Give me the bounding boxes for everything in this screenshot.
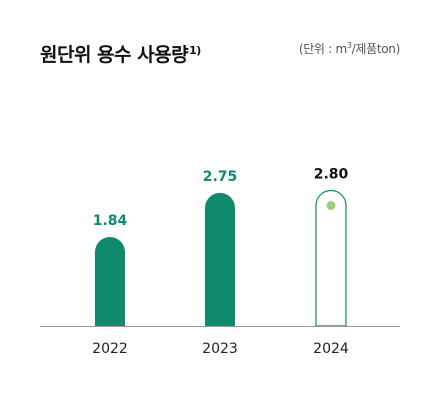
unit-note-suffix: /제품ton) [351,42,401,56]
unit-note: (단위 : m3/제품ton) [299,40,400,57]
value-label-2022: 1.84 [93,213,128,229]
unit-note-superscript: 3 [346,41,352,50]
chart-title-footnote: 1) [189,43,201,57]
current-year-dot [326,200,336,210]
bar-2022 [95,236,126,326]
unit-note-prefix: (단위 : m [298,42,347,56]
x-tick-label-2024: 2024 [313,341,349,357]
value-label-2024: 2.80 [314,166,349,182]
chart-title-text: 원단위 용수 사용량 [40,44,189,66]
bar-2024 [315,189,347,327]
bar-2023 [205,192,235,326]
chart-title: 원단위 용수 사용량1) [40,40,201,67]
x-tick-label-2023: 2023 [202,341,238,357]
value-label-2023: 2.75 [203,169,238,185]
x-tick-label-2022: 2022 [92,341,128,357]
